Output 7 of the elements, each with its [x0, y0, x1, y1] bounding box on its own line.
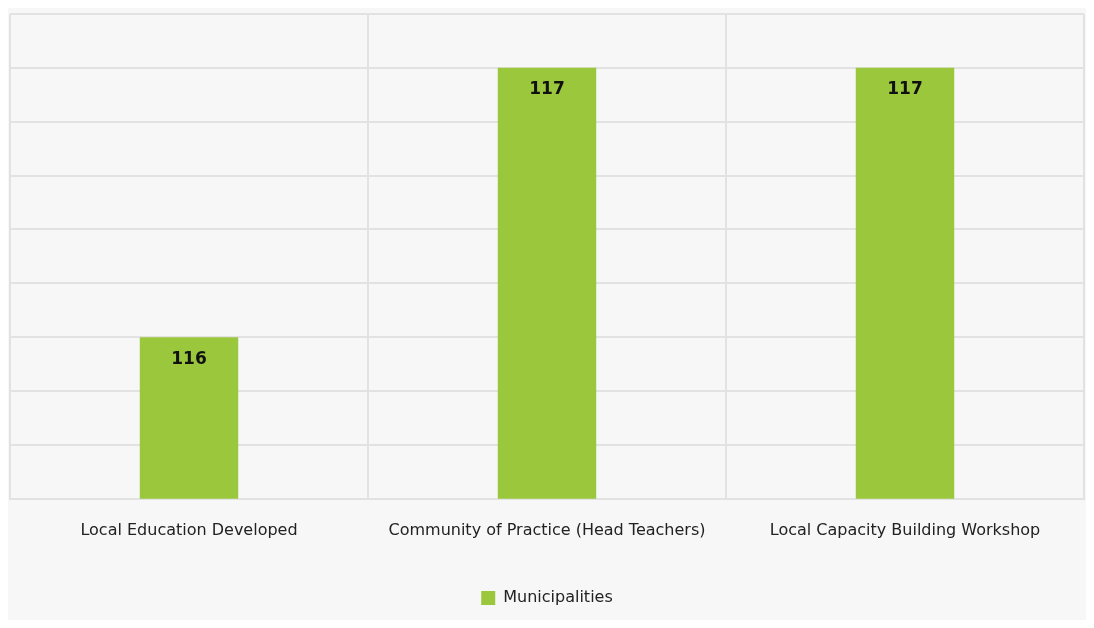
x-tick-label: Local Capacity Building Workshop — [769, 519, 1041, 539]
x-tick-label: Local Education Developed — [80, 519, 298, 539]
data-label: 117 — [887, 78, 923, 99]
data-label: 117 — [529, 78, 565, 99]
x-tick-label: Community of Practice (Head Teachers) — [388, 519, 706, 539]
data-label: 116 — [171, 347, 207, 368]
legend-label: Municipalities — [503, 587, 613, 607]
